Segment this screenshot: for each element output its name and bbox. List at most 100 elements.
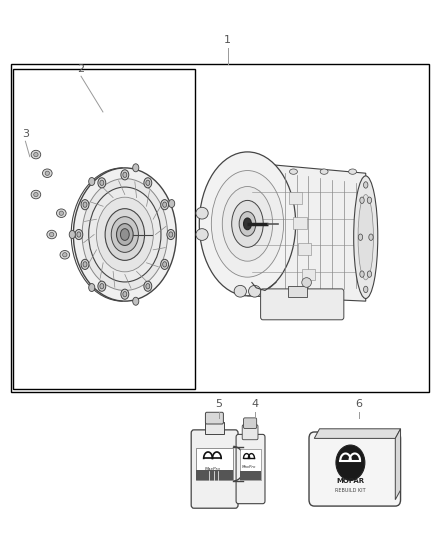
Ellipse shape <box>367 271 371 277</box>
Ellipse shape <box>96 197 153 272</box>
Ellipse shape <box>63 253 67 257</box>
Ellipse shape <box>144 281 152 291</box>
Ellipse shape <box>60 251 70 259</box>
Ellipse shape <box>59 211 64 215</box>
Ellipse shape <box>133 297 139 305</box>
Ellipse shape <box>364 182 368 188</box>
Bar <box>11 64 429 392</box>
Ellipse shape <box>98 281 106 291</box>
Ellipse shape <box>88 187 161 282</box>
Ellipse shape <box>47 230 57 239</box>
Ellipse shape <box>167 229 175 239</box>
Ellipse shape <box>169 199 175 207</box>
Ellipse shape <box>105 208 145 260</box>
Ellipse shape <box>98 178 106 188</box>
Polygon shape <box>395 429 401 500</box>
Text: 6: 6 <box>356 399 363 409</box>
Ellipse shape <box>360 197 364 204</box>
FancyBboxPatch shape <box>261 289 344 320</box>
Bar <box>13 69 195 389</box>
Ellipse shape <box>196 207 208 219</box>
Text: MaxPro: MaxPro <box>242 465 256 470</box>
Ellipse shape <box>169 232 173 237</box>
Ellipse shape <box>353 176 378 298</box>
Bar <box>293 217 307 229</box>
Ellipse shape <box>45 171 49 175</box>
Bar <box>302 269 315 280</box>
Text: MOPAR: MOPAR <box>336 478 364 484</box>
Ellipse shape <box>161 260 169 269</box>
Circle shape <box>336 445 365 480</box>
Ellipse shape <box>73 168 176 301</box>
Text: REBUILD KIT: REBUILD KIT <box>335 488 366 493</box>
Ellipse shape <box>100 284 104 289</box>
Ellipse shape <box>162 262 166 267</box>
FancyBboxPatch shape <box>205 413 223 424</box>
Ellipse shape <box>34 152 38 157</box>
Ellipse shape <box>302 278 311 287</box>
FancyBboxPatch shape <box>242 425 258 440</box>
Ellipse shape <box>244 218 251 230</box>
Ellipse shape <box>121 289 129 299</box>
Ellipse shape <box>248 285 261 297</box>
Ellipse shape <box>88 284 95 292</box>
Ellipse shape <box>77 232 81 237</box>
Ellipse shape <box>75 229 83 239</box>
Ellipse shape <box>367 197 371 204</box>
Ellipse shape <box>120 229 129 240</box>
Bar <box>205 422 224 434</box>
Ellipse shape <box>88 177 95 185</box>
Ellipse shape <box>290 169 297 174</box>
Ellipse shape <box>133 164 139 172</box>
Polygon shape <box>247 163 366 301</box>
Bar <box>289 192 302 204</box>
Ellipse shape <box>369 234 373 240</box>
Ellipse shape <box>360 271 364 277</box>
Ellipse shape <box>223 187 272 261</box>
Ellipse shape <box>42 169 52 177</box>
Bar <box>298 243 311 255</box>
Ellipse shape <box>121 169 129 180</box>
Ellipse shape <box>144 178 152 188</box>
Ellipse shape <box>146 180 150 185</box>
Ellipse shape <box>83 202 87 207</box>
Bar <box>240 449 261 480</box>
Ellipse shape <box>349 169 357 174</box>
Polygon shape <box>314 429 401 438</box>
FancyBboxPatch shape <box>244 418 257 429</box>
Ellipse shape <box>320 169 328 174</box>
Ellipse shape <box>358 234 363 240</box>
Ellipse shape <box>81 259 89 269</box>
Bar <box>196 470 233 480</box>
Ellipse shape <box>146 284 150 289</box>
FancyBboxPatch shape <box>191 430 238 508</box>
Text: 4: 4 <box>251 399 258 409</box>
Text: 3: 3 <box>22 128 29 139</box>
Ellipse shape <box>82 179 167 290</box>
Ellipse shape <box>364 286 368 293</box>
Ellipse shape <box>161 199 169 209</box>
Text: 2: 2 <box>78 63 85 74</box>
Ellipse shape <box>111 216 138 253</box>
Ellipse shape <box>31 150 41 159</box>
FancyBboxPatch shape <box>309 432 400 506</box>
Ellipse shape <box>162 202 166 207</box>
Bar <box>288 286 307 297</box>
Text: MaxPro: MaxPro <box>205 467 220 471</box>
Ellipse shape <box>100 180 104 185</box>
Ellipse shape <box>49 232 54 237</box>
Ellipse shape <box>57 209 66 217</box>
Ellipse shape <box>358 195 373 280</box>
Ellipse shape <box>212 171 284 277</box>
Ellipse shape <box>199 152 296 296</box>
FancyBboxPatch shape <box>236 434 265 504</box>
Ellipse shape <box>196 229 208 240</box>
Ellipse shape <box>117 224 133 245</box>
Ellipse shape <box>239 212 256 236</box>
Text: 5: 5 <box>215 399 223 409</box>
Ellipse shape <box>232 200 263 247</box>
Ellipse shape <box>234 285 247 297</box>
Ellipse shape <box>69 230 75 239</box>
Bar <box>240 471 261 480</box>
Ellipse shape <box>31 190 41 199</box>
